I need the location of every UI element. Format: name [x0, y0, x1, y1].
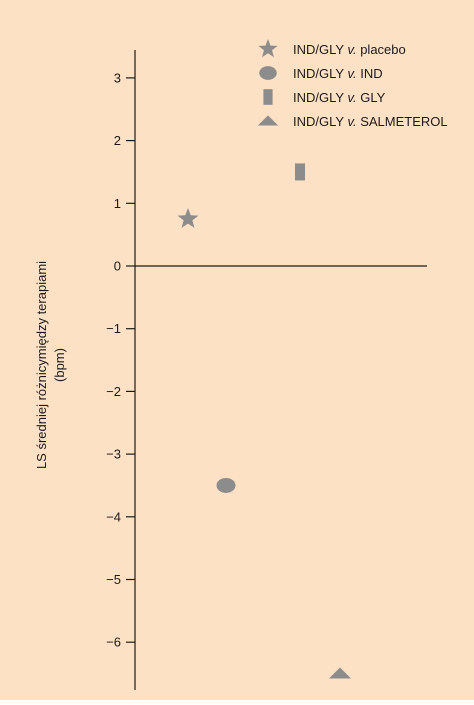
legend-label: IND/GLY v. SALMETEROL [293, 114, 448, 129]
y-axis-title: LS średniej różnicymiędzy terapiami (bpm) [34, 261, 67, 469]
legend: IND/GLY v. placebo IND/GLY v. IND IND/GLY … [257, 38, 448, 129]
y-tick-label: −4 [106, 509, 121, 524]
data-point-layer [177, 163, 351, 679]
legend-label: IND/GLY v. IND [293, 66, 383, 81]
y-tick-label: −3 [106, 447, 121, 462]
y-tick-layer: 3 2 1 0 −1 −2 −3 −4 −5 −6 [106, 70, 135, 650]
legend-marker-star [258, 38, 278, 58]
y-axis-title-line: LS średniej różnicymiędzy terapiami [34, 261, 49, 469]
y-tick-label: 3 [114, 70, 121, 85]
legend-marker-circle [259, 66, 277, 80]
data-point-star-1 [177, 207, 199, 228]
legend-label: IND/GLY v. GLY [293, 90, 386, 105]
y-axis-title-line: (bpm) [52, 348, 67, 382]
y-tick-label: −5 [106, 572, 121, 587]
legend-marker-triangle [257, 115, 279, 126]
legend-marker-rect [263, 89, 273, 105]
legend-label: IND/GLY v. placebo [293, 42, 406, 57]
y-tick-label: −2 [106, 384, 121, 399]
axis-layer [134, 50, 427, 690]
y-tick-label: 0 [114, 259, 121, 274]
data-point-circle-2 [216, 477, 236, 493]
y-tick-label: 1 [114, 196, 121, 211]
data-point-rect-3 [295, 163, 305, 181]
y-tick-label: −1 [106, 321, 121, 336]
y-tick-label: −6 [106, 635, 121, 650]
data-point-triangle-4 [329, 667, 351, 679]
y-tick-label: 2 [114, 133, 121, 148]
